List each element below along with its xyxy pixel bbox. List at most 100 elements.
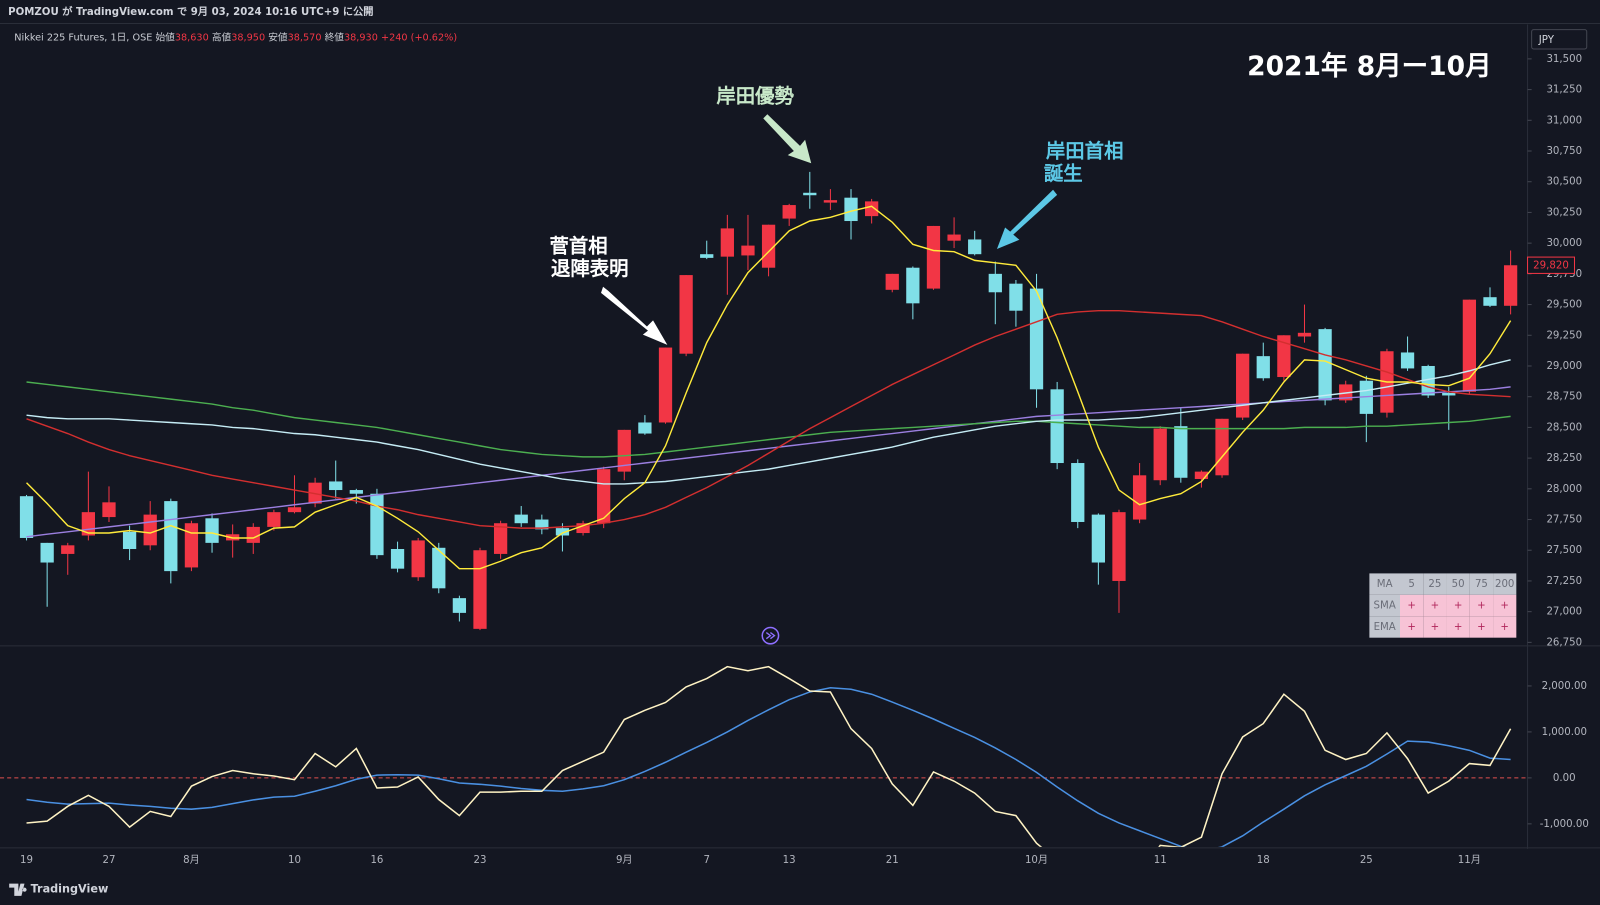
y-tick-label: 31,000	[1546, 115, 1582, 126]
candle-body	[865, 201, 879, 217]
candle-body	[184, 523, 199, 568]
candle-body	[576, 523, 590, 534]
x-tick-label: 27	[102, 855, 115, 866]
candle-body	[1009, 283, 1023, 311]
candle-body	[741, 245, 755, 256]
legend-value: 38,570	[288, 33, 322, 44]
y-tick-label: 29,500	[1546, 300, 1582, 311]
legend-value: 38,930	[344, 33, 378, 44]
candle-body	[102, 502, 116, 518]
candle-body	[1029, 288, 1044, 390]
table-text: +	[1500, 601, 1509, 612]
last-price-box	[1527, 256, 1575, 274]
candle-body	[1236, 353, 1250, 418]
candle-body	[555, 528, 570, 536]
y-tick-label: 26,750	[1546, 637, 1582, 648]
candle-body	[1112, 512, 1126, 581]
events-icon[interactable]	[761, 626, 780, 645]
main-pane	[19, 171, 1518, 631]
table-text: +	[1431, 601, 1440, 612]
y-tick-label: 30,750	[1546, 146, 1582, 157]
legend: Nikkei 225 Futures, 1日, OSE 始値38,630 高値3…	[14, 31, 457, 44]
x-tick-label: 23	[474, 855, 487, 866]
candle-body	[1503, 265, 1518, 306]
annotation-arrow	[601, 286, 668, 345]
x-tick-label: 18	[1257, 855, 1270, 866]
table-cell	[1446, 573, 1470, 595]
last-price-label: 29,820	[1533, 260, 1569, 271]
y-tick-label: 1,000.00	[1542, 727, 1587, 738]
y-tick-label: 29,000	[1546, 361, 1582, 372]
table-text: +	[1477, 622, 1486, 633]
x-tick-label: 11月	[1458, 854, 1481, 866]
candle-body	[1318, 329, 1332, 401]
candle-body	[844, 197, 858, 222]
candle-body	[926, 225, 941, 289]
brand: TradingView	[31, 883, 109, 896]
candle-body	[1400, 352, 1415, 369]
candle-body	[411, 540, 425, 578]
candle-body	[432, 547, 446, 589]
candle-body	[1071, 463, 1085, 522]
candle-body	[885, 273, 899, 290]
candle-body	[370, 493, 384, 556]
y-tick-label: 28,000	[1546, 484, 1582, 495]
x-tick-label: 25	[1360, 855, 1373, 866]
candle-body	[287, 507, 302, 513]
candle-body	[679, 275, 693, 354]
candle-body	[329, 481, 343, 491]
moving-average	[26, 381, 1511, 458]
annotation-arrow	[996, 189, 1058, 249]
moving-average	[26, 205, 1512, 570]
x-tick-label: 10月	[1025, 854, 1048, 866]
y-tick-label: 30,250	[1546, 207, 1582, 218]
table-cell	[1369, 616, 1400, 638]
table-text: 75	[1475, 579, 1488, 590]
y-tick-label: 28,750	[1546, 392, 1582, 403]
x-tick-label: 8月	[183, 854, 200, 866]
x-tick-label: 9月	[616, 854, 633, 866]
currency: JPY	[1538, 35, 1555, 46]
candle-body	[473, 550, 487, 629]
table-cell	[1400, 594, 1424, 617]
header-text: POMZOU が TradingView.com で 9月 03, 2024 1…	[8, 5, 373, 18]
table-text: +	[1454, 622, 1463, 633]
table-cell	[1446, 616, 1470, 638]
candle-body	[1174, 426, 1188, 478]
candle-body	[823, 200, 838, 203]
candle-body	[1215, 418, 1229, 476]
table-text: +	[1454, 601, 1463, 612]
candle-body	[658, 347, 673, 423]
table-text: +	[1431, 622, 1440, 633]
table-cell	[1423, 573, 1447, 595]
candle-body	[803, 192, 817, 196]
candle-body	[246, 526, 260, 543]
moving-average	[26, 309, 1511, 529]
table-text: 50	[1452, 579, 1465, 590]
table-text: +	[1407, 622, 1416, 633]
table-text: MA	[1377, 579, 1393, 590]
annotation: 退陣表明	[551, 257, 629, 280]
y-tick-label: 28,500	[1546, 422, 1582, 433]
candle-body	[267, 512, 281, 527]
candle-body	[700, 254, 714, 258]
moving-average	[26, 359, 1511, 485]
candle-body	[782, 205, 796, 219]
legend-change: +240 (+0.62%)	[381, 33, 457, 44]
x-tick-label: 19	[20, 855, 33, 866]
candle-body	[597, 469, 611, 524]
annotation: 岸田首相	[1046, 140, 1124, 163]
y-tick-label: 30,500	[1546, 177, 1582, 188]
candle-body	[1194, 471, 1209, 479]
candle-body	[720, 228, 734, 257]
candle-body	[1483, 297, 1497, 306]
annotation: 岸田優勢	[716, 84, 794, 107]
candle-body	[988, 273, 1002, 293]
x-tick-label: 16	[370, 855, 383, 866]
table-text: +	[1500, 622, 1509, 633]
candle-body	[143, 514, 157, 546]
oscillator-line	[26, 665, 1512, 847]
candle-body	[906, 267, 920, 304]
candle-body	[1442, 393, 1456, 396]
currency-box	[1531, 29, 1588, 50]
